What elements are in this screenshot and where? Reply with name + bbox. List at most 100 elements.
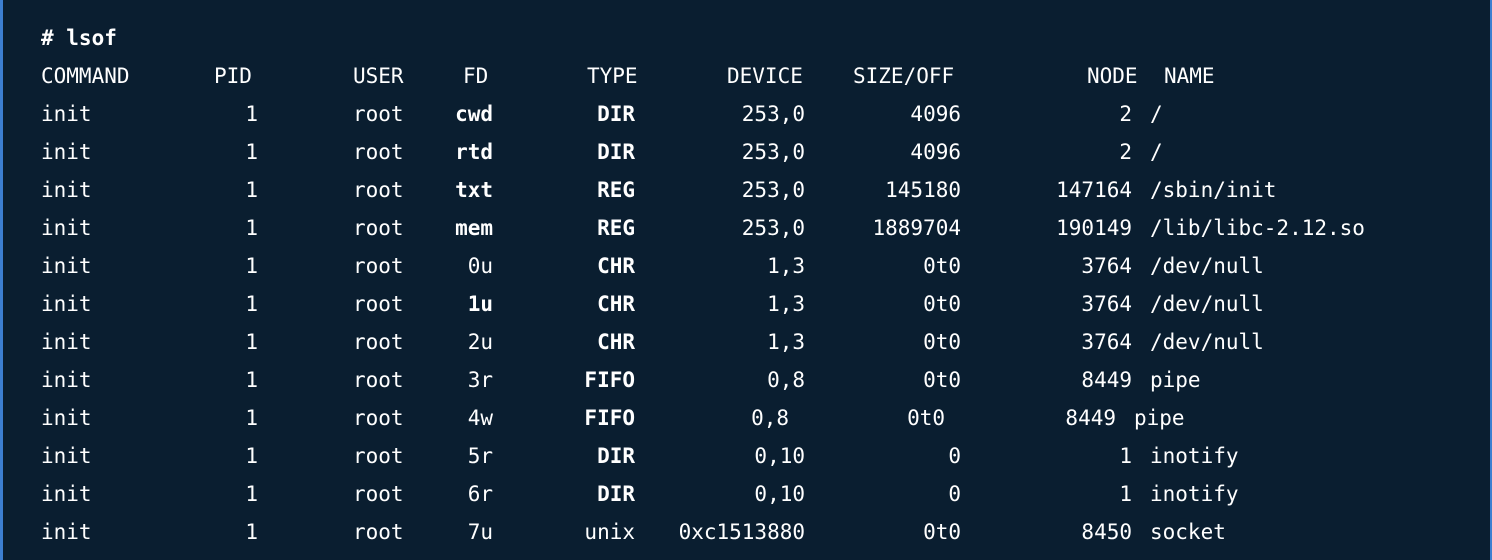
- table-row: init 1 root 2u CHR 1,3 0t0 3764/dev/null: [3, 323, 1490, 361]
- node-cell: 147164: [1056, 178, 1132, 202]
- column-header-fd: FD: [463, 64, 489, 88]
- pid-cell: 1: [245, 520, 258, 544]
- type-cell: DIR: [597, 482, 635, 506]
- device-cell: 1,3: [767, 330, 805, 354]
- device-cell: 1,3: [767, 292, 805, 316]
- pid-cell: 1: [245, 254, 258, 278]
- type-cell: CHR: [597, 254, 635, 278]
- user-cell: root: [353, 216, 404, 240]
- node-cell: 1: [1119, 482, 1132, 506]
- command-cell: init: [41, 102, 92, 126]
- command-cell: init: [41, 254, 92, 278]
- table-row: init 1 root 5r DIR 0,10 0 1 inotify: [3, 437, 1490, 475]
- column-header-size-off: SIZE/OFF: [853, 64, 955, 88]
- pid-cell: 1: [245, 406, 258, 430]
- fd-cell: txt: [455, 178, 493, 202]
- pid-cell: 1: [245, 368, 258, 392]
- fd-cell: 1u: [467, 292, 493, 316]
- device-cell: 253,0: [741, 178, 805, 202]
- node-cell: 190149: [1056, 216, 1132, 240]
- column-header-type: TYPE: [587, 64, 638, 88]
- name-cell: /lib/libc-2.12.so: [1150, 216, 1365, 240]
- fd-cell: 0u: [467, 254, 493, 278]
- user-cell: root: [353, 330, 404, 354]
- fd-cell: 4w: [467, 406, 493, 430]
- size-off-cell: 0t0: [923, 254, 961, 278]
- user-cell: root: [353, 140, 404, 164]
- pid-cell: 1: [245, 178, 258, 202]
- node-cell: 3764: [1081, 330, 1132, 354]
- table-row: init 1 root cwd DIR 253,0 4096 2 /: [3, 95, 1490, 133]
- column-header-name: NAME: [1164, 64, 1215, 88]
- type-cell: REG: [597, 216, 635, 240]
- type-cell: FIFO: [584, 368, 635, 392]
- prompt-line: # lsof: [3, 19, 1490, 57]
- device-cell: 0,8: [751, 406, 789, 430]
- fd-cell: cwd: [455, 102, 493, 126]
- pid-cell: 1: [245, 292, 258, 316]
- node-cell: 2: [1119, 140, 1132, 164]
- size-off-cell: 0t0: [923, 292, 961, 316]
- size-off-cell: 4096: [910, 140, 961, 164]
- user-cell: root: [353, 368, 404, 392]
- table-row: init 1 root 3r FIFO 0,8 0t0 8449 pipe: [3, 361, 1490, 399]
- device-cell: 253,0: [741, 140, 805, 164]
- column-header-device: DEVICE: [727, 64, 803, 88]
- device-cell: 0,10: [754, 444, 805, 468]
- user-cell: root: [353, 406, 404, 430]
- node-cell: 1: [1119, 444, 1132, 468]
- table-row: init 1 root 4w FIFO 0,8 0t0 8449 pipe: [3, 399, 1490, 437]
- type-cell: DIR: [597, 140, 635, 164]
- column-header-command: COMMAND: [41, 64, 130, 88]
- fd-cell: 6r: [467, 482, 493, 506]
- type-cell: DIR: [597, 102, 635, 126]
- command-cell: init: [41, 330, 92, 354]
- name-cell: /dev/null: [1150, 254, 1264, 278]
- table-row: init 1 root mem REG 253,0 1889704 190149/lib/li…: [3, 209, 1490, 247]
- user-cell: root: [353, 444, 404, 468]
- user-cell: root: [353, 102, 404, 126]
- size-off-cell: 1889704: [872, 216, 961, 240]
- name-cell: /: [1150, 102, 1163, 126]
- command-cell: init: [41, 406, 92, 430]
- column-header-user: USER: [353, 64, 404, 88]
- node-cell: 8449: [1081, 368, 1132, 392]
- fd-cell: 7u: [467, 520, 493, 544]
- type-cell: DIR: [597, 444, 635, 468]
- size-off-cell: 0t0: [907, 406, 945, 430]
- name-cell: socket: [1150, 520, 1226, 544]
- pid-cell: 1: [245, 216, 258, 240]
- name-cell: /sbin/init: [1150, 178, 1277, 202]
- column-header-node: NODE: [1087, 64, 1138, 88]
- device-cell: 253,0: [741, 102, 805, 126]
- command-cell: init: [41, 292, 92, 316]
- device-cell: 1,3: [767, 254, 805, 278]
- node-cell: 3764: [1081, 254, 1132, 278]
- size-off-cell: 4096: [910, 102, 961, 126]
- device-cell: 0xc1513880: [678, 520, 805, 544]
- device-cell: 253,0: [741, 216, 805, 240]
- node-cell: 3764: [1081, 292, 1132, 316]
- table-row: init 1 root 7u unix 0xc1513880 0t0 8450 socket: [3, 513, 1490, 551]
- command-cell: init: [41, 178, 92, 202]
- node-cell: 8450: [1081, 520, 1132, 544]
- type-cell: REG: [597, 178, 635, 202]
- name-cell: /: [1150, 140, 1163, 164]
- type-cell: CHR: [597, 292, 635, 316]
- size-off-cell: 0: [948, 482, 961, 506]
- user-cell: root: [353, 482, 404, 506]
- type-cell: unix: [584, 520, 635, 544]
- user-cell: root: [353, 254, 404, 278]
- pid-cell: 1: [245, 444, 258, 468]
- table-row: init 1 root rtd DIR 253,0 4096 2 /: [3, 133, 1490, 171]
- name-cell: inotify: [1150, 444, 1239, 468]
- size-off-cell: 0: [948, 444, 961, 468]
- table-row: init 1 root 0u CHR 1,3 0t0 3764/dev/null: [3, 247, 1490, 285]
- device-cell: 0,10: [754, 482, 805, 506]
- fd-cell: mem: [455, 216, 493, 240]
- name-cell: pipe: [1134, 406, 1185, 430]
- command-cell: init: [41, 216, 92, 240]
- size-off-cell: 145180: [885, 178, 961, 202]
- table-header-row: COMMAND PID USER FD TYPE DEVICE SIZE/OFF…: [3, 57, 1490, 95]
